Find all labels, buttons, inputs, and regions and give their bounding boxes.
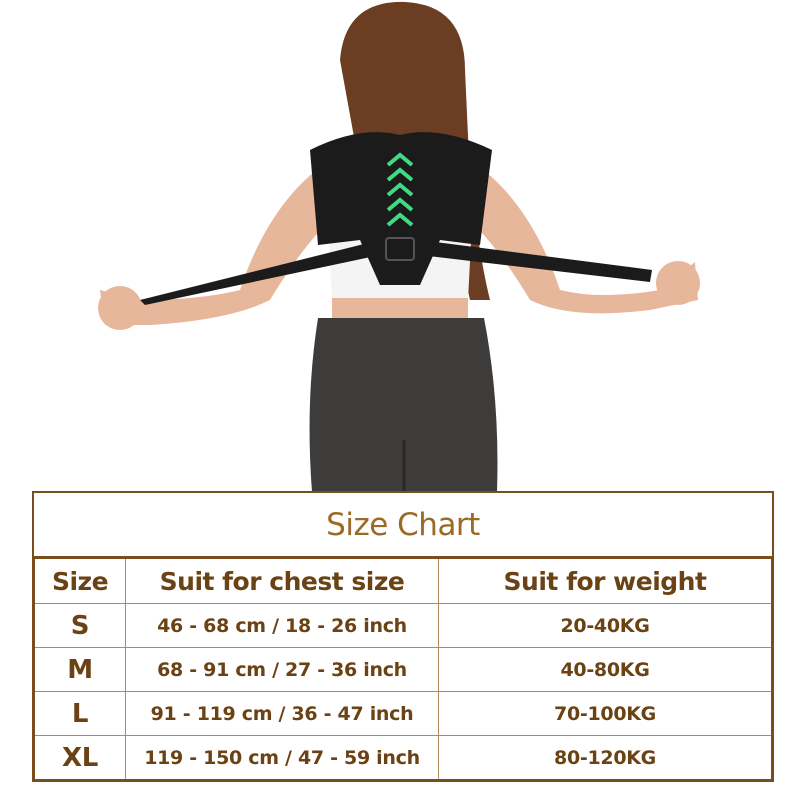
size-cell: S	[33, 603, 126, 648]
chevron-accent-icon	[386, 152, 414, 227]
weight-cell: 20-40KG	[438, 603, 773, 648]
weight-cell: 80-120KG	[438, 735, 773, 781]
size-chart-title: Size Chart	[326, 507, 480, 543]
table-row: M 68 - 91 cm / 27 - 36 inch 40-80KG	[33, 647, 773, 692]
size-cell: M	[33, 647, 126, 692]
header-chest: Suit for chest size	[125, 557, 439, 604]
size-chart-table: Size Suit for chest size Suit for weight…	[32, 556, 774, 782]
product-photo	[98, 1, 700, 492]
table-row: S 46 - 68 cm / 18 - 26 inch 20-40KG	[33, 603, 773, 648]
table-header-row: Size Suit for chest size Suit for weight	[33, 557, 773, 604]
size-cell: XL	[33, 735, 126, 781]
weight-cell: 40-80KG	[438, 647, 773, 692]
table-row: XL 119 - 150 cm / 47 - 59 inch 80-120KG	[33, 735, 773, 781]
chest-cell: 119 - 150 cm / 47 - 59 inch	[125, 735, 439, 781]
weight-cell: 70-100KG	[438, 691, 773, 736]
size-chart-title-box: Size Chart	[32, 491, 774, 557]
model-figure	[98, 1, 700, 492]
header-size: Size	[33, 557, 126, 604]
chest-cell: 46 - 68 cm / 18 - 26 inch	[125, 603, 439, 648]
header-weight: Suit for weight	[438, 557, 773, 604]
table-row: L 91 - 119 cm / 36 - 47 inch 70-100KG	[33, 691, 773, 736]
chest-cell: 68 - 91 cm / 27 - 36 inch	[125, 647, 439, 692]
size-cell: L	[33, 691, 126, 736]
chest-cell: 91 - 119 cm / 36 - 47 inch	[125, 691, 439, 736]
